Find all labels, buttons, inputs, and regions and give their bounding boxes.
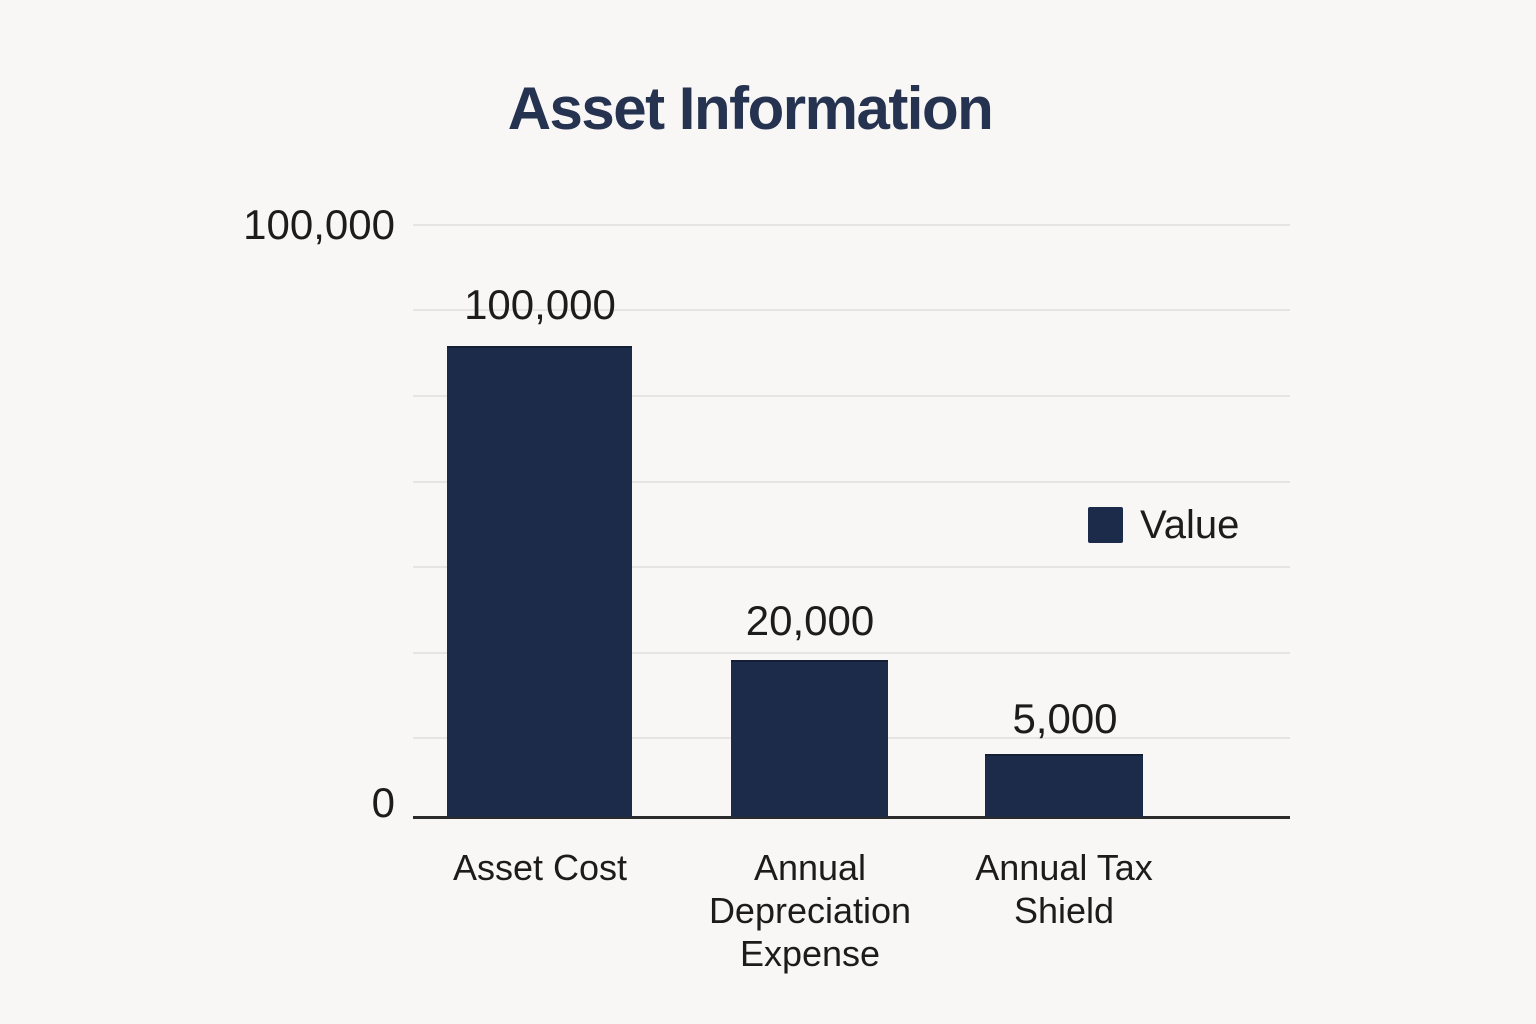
x-axis-line [413,816,1290,819]
bar-value-label-annual-tax-shield: 5,000 [1012,695,1118,742]
gridline [413,395,1290,397]
bar-asset-cost [447,346,632,817]
bar-value-label-asset-cost: 100,000 [464,281,616,328]
gridline [413,566,1290,568]
bar-value-label-annual-depreciation-expense: 20,000 [745,597,875,644]
gridline [413,309,1290,311]
legend-swatch-icon [1088,507,1123,543]
legend: Value [1088,505,1239,545]
x-axis-category-annual-depreciation-expense: Annual Depreciation Expense [708,847,912,974]
gridline [413,224,1290,226]
bar-annual-tax-shield [985,754,1143,817]
chart-title: Asset Information [507,75,994,142]
gridline [413,652,1290,654]
legend-label-value: Value [1140,503,1240,547]
x-axis-category-asset-cost: Asset Cost [452,847,628,888]
x-axis-category-annual-tax-shield: Annual Tax Shield [975,847,1153,931]
y-axis-tick-0: 0 [371,779,395,826]
bar-annual-depreciation-expense [731,660,888,817]
y-axis-tick-100000: 100,000 [243,201,395,248]
gridline [413,481,1290,483]
